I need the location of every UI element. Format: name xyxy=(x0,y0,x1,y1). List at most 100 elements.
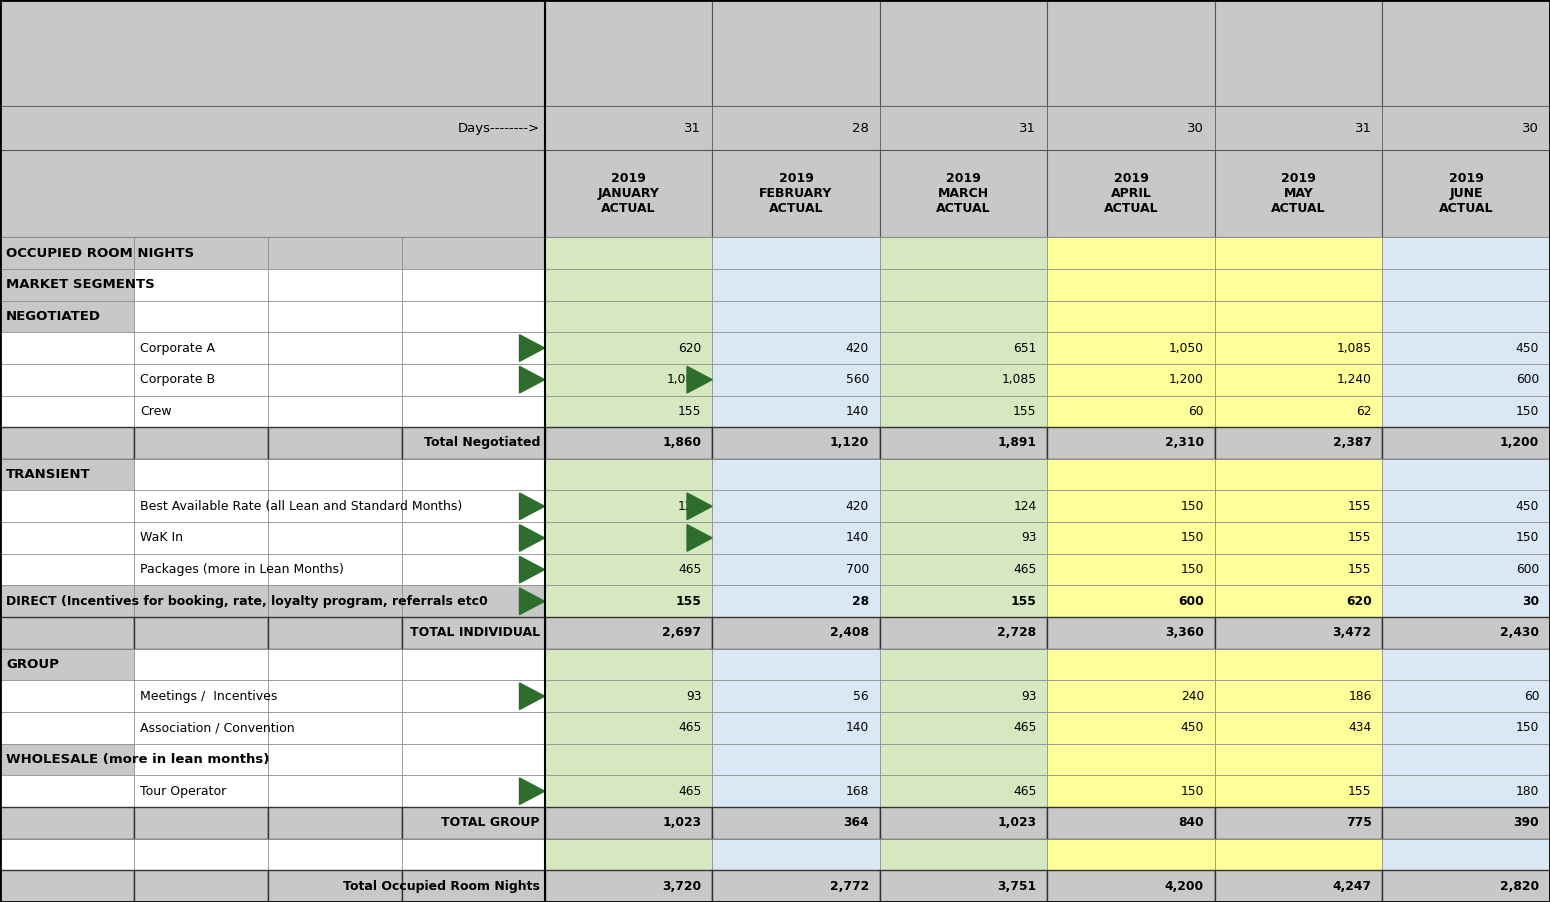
Text: Meetings /  Incentives: Meetings / Incentives xyxy=(140,690,277,703)
Bar xyxy=(401,712,544,744)
Text: 186: 186 xyxy=(1348,690,1372,703)
Bar xyxy=(1383,776,1550,807)
Text: 1,085: 1,085 xyxy=(1001,373,1037,386)
Bar xyxy=(544,839,711,870)
Bar xyxy=(880,585,1048,617)
Text: 2,697: 2,697 xyxy=(662,626,701,640)
Text: Crew: Crew xyxy=(140,405,172,418)
Bar xyxy=(0,744,133,776)
Bar xyxy=(133,807,268,839)
Text: 465: 465 xyxy=(677,722,701,734)
Bar xyxy=(0,807,133,839)
Bar xyxy=(401,522,544,554)
Bar xyxy=(1048,522,1215,554)
Text: 28: 28 xyxy=(853,122,870,134)
Bar xyxy=(1048,744,1215,776)
Bar xyxy=(268,459,401,491)
Text: 1,120: 1,120 xyxy=(829,437,870,449)
Bar xyxy=(711,395,880,428)
Bar xyxy=(711,617,880,649)
Text: 31: 31 xyxy=(684,122,701,134)
Bar xyxy=(711,712,880,744)
Text: 150: 150 xyxy=(1181,500,1204,513)
Bar xyxy=(133,522,268,554)
Bar xyxy=(268,617,401,649)
Bar xyxy=(544,744,711,776)
Bar xyxy=(401,459,544,491)
Bar xyxy=(1048,395,1215,428)
Text: 150: 150 xyxy=(1181,563,1204,576)
Text: Packages (more in Lean Months): Packages (more in Lean Months) xyxy=(140,563,344,576)
Bar xyxy=(401,680,544,712)
Bar xyxy=(401,649,544,680)
Bar xyxy=(268,491,401,522)
Bar xyxy=(711,150,880,237)
Bar xyxy=(1048,491,1215,522)
Text: Corporate A: Corporate A xyxy=(140,342,215,354)
Text: 1,200: 1,200 xyxy=(1169,373,1204,386)
Text: 140: 140 xyxy=(846,531,870,545)
Bar xyxy=(0,712,133,744)
Bar xyxy=(544,870,711,902)
Bar xyxy=(711,522,880,554)
Bar xyxy=(268,744,401,776)
Bar xyxy=(0,649,133,680)
Bar xyxy=(880,300,1048,332)
Text: 28: 28 xyxy=(853,594,870,608)
Text: 465: 465 xyxy=(677,785,701,797)
Polygon shape xyxy=(519,778,544,805)
Text: 2,310: 2,310 xyxy=(1166,437,1204,449)
Text: 93: 93 xyxy=(1021,531,1037,545)
Bar xyxy=(1383,744,1550,776)
Bar xyxy=(880,459,1048,491)
Bar xyxy=(268,585,401,617)
Bar xyxy=(880,839,1048,870)
Polygon shape xyxy=(519,588,544,614)
Bar xyxy=(880,106,1048,150)
Bar xyxy=(0,491,133,522)
Bar xyxy=(544,269,711,300)
Text: 93: 93 xyxy=(685,531,701,545)
Text: 1,860: 1,860 xyxy=(662,437,701,449)
Bar xyxy=(544,491,711,522)
Bar xyxy=(711,744,880,776)
Bar xyxy=(711,0,880,106)
Text: Days-------->: Days--------> xyxy=(457,122,539,134)
Text: 1,050: 1,050 xyxy=(1169,342,1204,354)
Bar xyxy=(544,776,711,807)
Bar xyxy=(133,585,268,617)
Text: TOTAL GROUP: TOTAL GROUP xyxy=(442,816,539,829)
Text: 840: 840 xyxy=(1178,816,1204,829)
Bar xyxy=(133,395,268,428)
Bar xyxy=(133,870,268,902)
Bar xyxy=(1215,150,1383,237)
Bar xyxy=(401,300,544,332)
Bar xyxy=(0,585,133,617)
Bar xyxy=(880,712,1048,744)
Text: 600: 600 xyxy=(1178,594,1204,608)
Bar xyxy=(0,870,133,902)
Polygon shape xyxy=(687,366,711,393)
Bar xyxy=(1048,237,1215,269)
Bar xyxy=(880,554,1048,585)
Bar xyxy=(544,395,711,428)
Bar xyxy=(401,332,544,364)
Text: 180: 180 xyxy=(1516,785,1539,797)
Text: 600: 600 xyxy=(1516,373,1539,386)
Bar xyxy=(1383,807,1550,839)
Bar xyxy=(1048,269,1215,300)
Text: Total Negotiated: Total Negotiated xyxy=(423,437,539,449)
Bar xyxy=(544,364,711,395)
Text: 30: 30 xyxy=(1522,594,1539,608)
Polygon shape xyxy=(687,493,711,520)
Bar xyxy=(1215,744,1383,776)
Bar xyxy=(880,428,1048,459)
Text: Best Available Rate (all Lean and Standard Months): Best Available Rate (all Lean and Standa… xyxy=(140,500,462,513)
Text: 155: 155 xyxy=(676,594,701,608)
Bar xyxy=(1215,459,1383,491)
Text: 155: 155 xyxy=(1011,594,1037,608)
Bar xyxy=(1383,680,1550,712)
Bar xyxy=(544,554,711,585)
Bar xyxy=(268,870,401,902)
Text: 150: 150 xyxy=(1181,531,1204,545)
